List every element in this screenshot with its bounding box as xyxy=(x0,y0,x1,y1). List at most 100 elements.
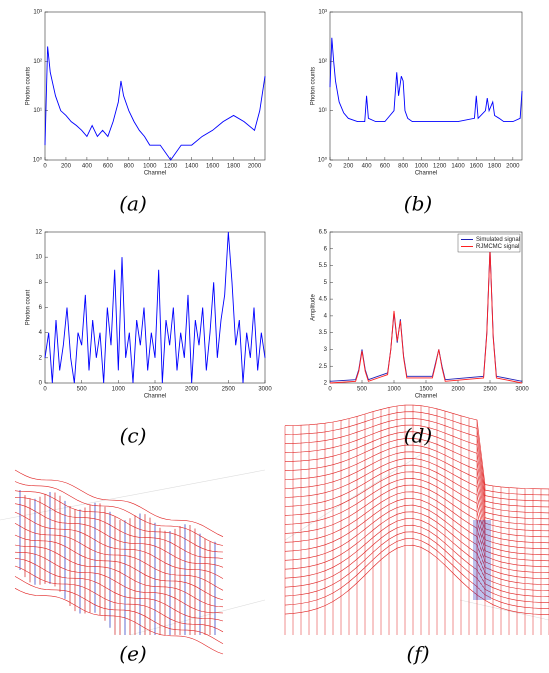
x-tick-label: 800 xyxy=(398,164,409,170)
x-tick-label: 3000 xyxy=(515,387,529,393)
mesh-line xyxy=(284,531,549,603)
plot-frame xyxy=(329,231,523,384)
y-tick-label: 10³ xyxy=(33,10,42,16)
y-tick-label: 4 xyxy=(39,330,43,336)
mesh-line xyxy=(284,418,549,502)
guide xyxy=(459,599,549,621)
y-tick-label: 8 xyxy=(39,280,43,286)
x-tick-label: 500 xyxy=(357,387,368,393)
y-tick-label: 10¹ xyxy=(318,108,327,114)
x-tick-label: 1600 xyxy=(470,164,484,170)
x-tick-label: 2000 xyxy=(185,387,199,393)
y-tick-label: 10² xyxy=(318,59,327,65)
mesh-line xyxy=(284,471,549,550)
caption: (a) xyxy=(119,192,147,216)
legend-box xyxy=(457,233,521,253)
mesh-line xyxy=(14,534,224,601)
x-tick-label: 1800 xyxy=(488,164,502,170)
x-tick-label: 800 xyxy=(124,164,135,170)
mesh-line xyxy=(284,518,549,591)
series-line xyxy=(329,248,523,384)
series-line xyxy=(44,231,266,384)
guide xyxy=(0,469,266,521)
x-tick-label: 0 xyxy=(43,164,47,170)
mesh-line xyxy=(14,497,224,559)
x-tick-label: 1200 xyxy=(433,164,447,170)
x-tick-label: 2500 xyxy=(483,387,497,393)
x-tick-label: 1800 xyxy=(227,164,241,170)
mesh-line xyxy=(14,558,224,622)
x-axis-label: Channel xyxy=(415,394,437,400)
mesh-line xyxy=(284,431,549,514)
mesh-line xyxy=(284,511,549,585)
y-tick-label: 12 xyxy=(35,230,42,236)
mesh-line xyxy=(14,588,224,655)
mesh-line xyxy=(14,511,224,579)
caption: (c) xyxy=(120,424,147,448)
y-axis-label: Photon counts xyxy=(26,67,32,105)
mesh-line xyxy=(284,484,549,562)
mesh-line xyxy=(14,551,224,614)
legend-label: Simulated signal xyxy=(476,237,520,243)
x-tick-label: 400 xyxy=(82,164,93,170)
y-tick-label: 6 xyxy=(324,246,328,252)
caption: (f) xyxy=(406,642,429,666)
plot-frame xyxy=(329,11,523,161)
mesh-line xyxy=(284,438,549,520)
series-line xyxy=(329,37,523,123)
x-tick-label: 0 xyxy=(328,387,332,393)
x-tick-label: 600 xyxy=(380,164,391,170)
mesh-line xyxy=(14,576,224,644)
mesh-line xyxy=(284,458,549,538)
y-tick-label: 10 xyxy=(35,255,42,261)
x-axis-label: Channel xyxy=(144,394,166,400)
x-tick-label: 500 xyxy=(77,387,88,393)
y-axis-label: Photon count xyxy=(26,289,32,325)
y-tick-label: 2.5 xyxy=(319,364,328,370)
guide xyxy=(284,454,421,541)
x-tick-label: 2000 xyxy=(248,164,262,170)
x-tick-label: 200 xyxy=(61,164,72,170)
y-axis-label: Amplitude xyxy=(311,294,317,321)
mesh-line xyxy=(14,503,224,568)
y-tick-label: 3.5 xyxy=(319,330,328,336)
x-axis-label: Channel xyxy=(415,171,437,177)
y-tick-label: 10³ xyxy=(318,10,327,16)
mesh-line xyxy=(284,444,549,526)
y-axis-label: Photon counts xyxy=(311,67,317,105)
y-tick-label: 4.5 xyxy=(319,297,328,303)
x-tick-label: 1000 xyxy=(387,387,401,393)
y-tick-label: 10⁰ xyxy=(33,157,43,164)
x-tick-label: 1500 xyxy=(148,387,162,393)
mesh-line xyxy=(284,524,549,597)
x-tick-label: 1000 xyxy=(143,164,157,170)
x-tick-label: 1500 xyxy=(419,387,433,393)
mesh-line xyxy=(14,469,224,537)
x-tick-label: 1600 xyxy=(206,164,220,170)
mesh-line xyxy=(284,464,549,544)
mesh-line xyxy=(284,411,549,496)
x-tick-label: 2500 xyxy=(222,387,236,393)
x-tick-label: 1200 xyxy=(164,164,178,170)
x-tick-label: 200 xyxy=(343,164,354,170)
surface-plot-e xyxy=(0,469,266,655)
x-tick-label: 3000 xyxy=(258,387,272,393)
mesh-line xyxy=(14,481,224,546)
mesh-line xyxy=(284,491,549,568)
y-tick-label: 4 xyxy=(324,313,328,319)
mesh-line xyxy=(14,522,224,591)
mesh-line xyxy=(284,424,549,508)
mesh-line xyxy=(14,490,224,553)
mesh-line xyxy=(284,538,549,609)
mesh-line xyxy=(284,544,549,615)
y-tick-label: 2 xyxy=(324,381,328,387)
mesh-line xyxy=(284,498,549,573)
y-tick-label: 6.5 xyxy=(319,230,328,236)
mesh-line xyxy=(14,565,224,633)
y-tick-label: 2 xyxy=(39,355,43,361)
x-tick-label: 1000 xyxy=(112,387,126,393)
legend-label: RJMCMC signal xyxy=(476,244,519,250)
x-axis-label: Channel xyxy=(144,171,166,177)
